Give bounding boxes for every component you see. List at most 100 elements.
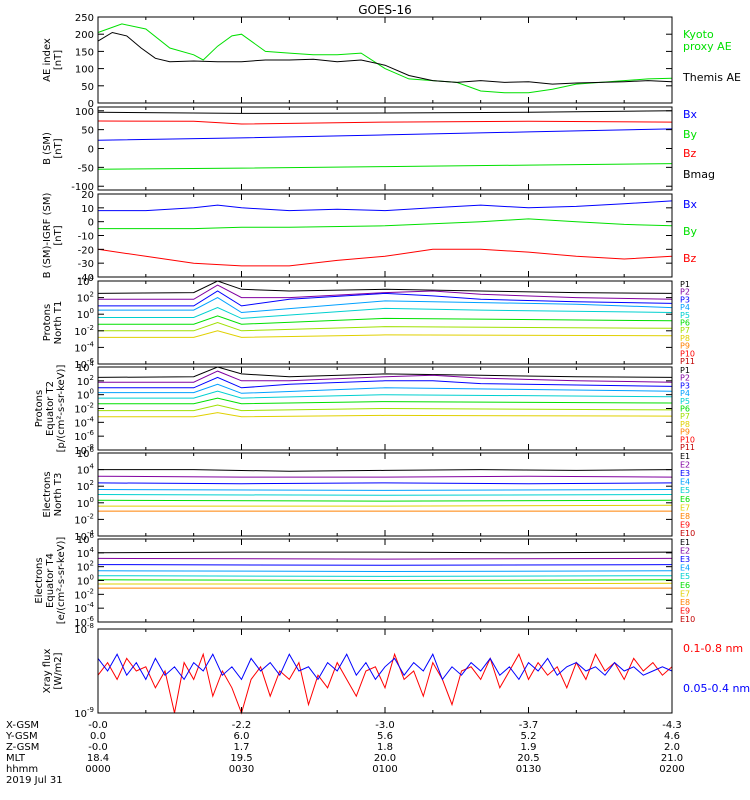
legend-entry: Themis AE (682, 71, 741, 84)
series-line-ae-0 (97, 23, 673, 94)
legend-entry: E5 (680, 486, 690, 495)
series-line-e2-1 (97, 557, 673, 560)
series-line-p2-0 (97, 366, 673, 378)
legend-entry: E3 (680, 469, 690, 478)
footer-value: 6.0 (234, 731, 250, 742)
footer-row-label: Z-GSM (6, 742, 39, 753)
y-tick-label: -30 (78, 259, 94, 270)
y-axis-label: Electrons (34, 557, 45, 603)
legend-entry: E10 (680, 615, 695, 624)
series-line-xray-0 (97, 652, 673, 715)
series-line-e1-1 (97, 475, 673, 478)
legend-entry: E7 (680, 503, 690, 512)
legend-entry: E3 (680, 555, 690, 564)
legend-entry: P10 (680, 349, 695, 358)
legend-entry: E1 (680, 538, 690, 547)
series-line-e1-5 (97, 499, 673, 502)
series-line-p1-6 (98, 321, 673, 332)
footer-value: 4.6 (664, 731, 680, 742)
footer-value: 20.5 (517, 753, 539, 764)
legend-entry: E9 (680, 520, 690, 529)
plot-title: GOES-16 (358, 3, 412, 17)
legend-entry: By (683, 128, 698, 141)
y-tick-label: 10-2 (74, 512, 94, 526)
legend-entry: E4 (680, 478, 690, 487)
y-tick-label: 20 (81, 190, 94, 201)
legend-entry: 0.1-0.8 nm (683, 642, 743, 655)
y-tick-label: 100 (77, 574, 94, 588)
footer-value: 0.0 (90, 731, 106, 742)
series-line-p2-2 (98, 376, 673, 389)
panel-xray: 10-9 10-8 Xray flux [W/m2] 0.1-0.8 nm 0.05-0.… (42, 622, 750, 720)
y-tick-label: 102 (77, 291, 94, 305)
y-tick-label: 10-4 (74, 340, 94, 354)
y-tick-label: -100 (71, 182, 94, 193)
panel-bsm: -100 -50 0 50 100 B (SM) [nT] Bx By Bz Bmag (42, 106, 715, 193)
y-tick-label: -20 (78, 245, 94, 256)
y-axis-label: [nT] (53, 225, 64, 245)
y-axis-label: Equator T4 (45, 553, 56, 608)
series-line-p2-1 (98, 370, 673, 383)
footer-value: 5.6 (377, 731, 393, 742)
footer-value: 0100 (372, 764, 397, 775)
legend-entry: P11 (680, 443, 695, 452)
y-axis-label: B (SM)-IGRF (SM) (42, 193, 53, 279)
y-axis-label: Electrons (42, 471, 53, 517)
legend-entry: P3 (680, 295, 690, 304)
series-line-e2-6 (98, 582, 673, 585)
legend-entry: Kyoto (683, 28, 714, 41)
y-axis-label: [p/(cm²-s-sr-keV)] (56, 365, 67, 453)
series-line-ae-1 (97, 31, 673, 85)
y-tick-label: 10-2 (74, 324, 94, 338)
series-line-p2-6 (98, 404, 673, 412)
y-tick-label: 102 (77, 479, 94, 493)
legend-entry: P1 (680, 280, 690, 289)
legend-entry: E8 (680, 598, 690, 607)
legend-entry: Bmag (683, 168, 715, 181)
series-line-e2-5 (97, 579, 673, 582)
series-line-p1-4 (98, 307, 673, 319)
y-tick-label: 50 (81, 126, 94, 137)
series-line-xray-1 (97, 653, 673, 681)
panel-bigrf: -40 -30 -20 -10 0 10 20 B (SM)-IGRF (SM) [nT] Bx B… (42, 190, 698, 284)
y-tick-label: 104 (77, 274, 95, 288)
footer-row-label: hhmm (6, 764, 38, 775)
legend-entry: E1 (680, 452, 690, 461)
y-tick-label: 0 (88, 218, 94, 229)
series-line-bsm-0 (97, 128, 673, 141)
y-axis-label: Xray flux (42, 649, 53, 694)
series-line-e1-6 (98, 504, 673, 507)
series-line-p1-1 (98, 284, 673, 300)
y-axis-label: Equator T2 (45, 381, 56, 436)
series-line-e2-4 (97, 575, 673, 577)
legend-entry: P4 (680, 389, 690, 398)
series-line-bigrf-1 (98, 218, 673, 230)
legend-entry: P7 (680, 326, 690, 335)
y-tick-label: 100 (75, 65, 94, 76)
y-tick-label: 102 (77, 560, 94, 574)
y-tick-label: 100 (77, 496, 94, 510)
legend-entry: E2 (680, 461, 690, 470)
footer-value: -3.0 (375, 720, 395, 731)
y-tick-label: -10 (78, 232, 94, 243)
footer-value: 5.2 (521, 731, 537, 742)
legend-entry: P8 (680, 420, 690, 429)
series-line-e1-3 (97, 489, 673, 491)
series-line-p2-7 (98, 412, 673, 418)
legend-entry: P9 (680, 428, 690, 437)
series-line-e1-2 (97, 482, 673, 485)
series-line-p1-5 (98, 315, 673, 325)
panel-frame (97, 106, 673, 191)
date-label: 2019 Jul 31 (6, 775, 63, 786)
y-axis-label: [nT] (53, 50, 64, 70)
series-line-e2-3 (97, 570, 673, 573)
footer-value: 1.8 (377, 742, 393, 753)
y-axis-label: [e/(cm²-s-sr-keV)] (56, 537, 67, 625)
legend-entry: Bz (683, 252, 697, 265)
legend-entry: E4 (680, 564, 690, 573)
y-tick-label: 100 (77, 307, 94, 321)
y-tick-label: 100 (77, 388, 94, 402)
